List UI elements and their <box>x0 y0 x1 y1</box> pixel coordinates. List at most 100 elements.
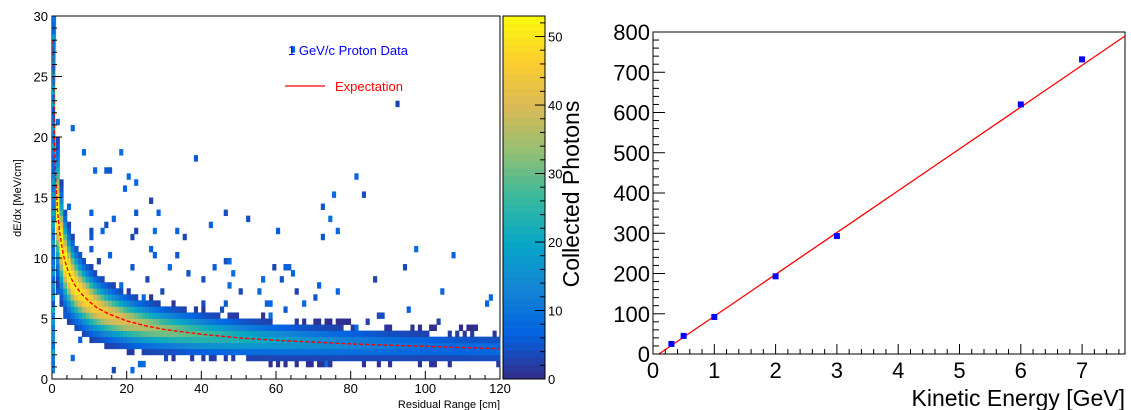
density-cell <box>104 306 109 313</box>
density-cell <box>402 354 408 362</box>
density-cell <box>78 282 83 289</box>
density-cell <box>81 282 86 289</box>
density-cell <box>466 354 471 362</box>
density-cell <box>63 312 68 319</box>
density-cell <box>96 336 101 344</box>
density-cell <box>276 342 281 350</box>
density-cell <box>350 330 355 338</box>
photons-y-tick-label: 300 <box>613 221 650 246</box>
density-cell <box>294 348 299 356</box>
density-cell <box>78 306 83 313</box>
density-cell <box>111 306 116 313</box>
dedx-y-tick-label: 20 <box>34 130 48 145</box>
density-cell <box>369 354 374 362</box>
density-cell <box>66 306 72 313</box>
density-cell <box>414 245 419 253</box>
density-cell <box>234 312 240 319</box>
density-cell <box>399 354 404 362</box>
density-cell <box>320 354 325 362</box>
density-cell <box>186 318 191 325</box>
density-cell <box>212 264 217 271</box>
density-cell <box>455 354 460 362</box>
density-cell <box>164 348 169 356</box>
colorbar-segment <box>503 262 545 271</box>
density-cell <box>104 336 109 344</box>
density-cell <box>346 318 352 325</box>
density-cell <box>402 348 408 356</box>
density-cell <box>212 354 217 362</box>
photons-y-tick-label: 700 <box>613 60 650 85</box>
density-cell <box>85 318 90 325</box>
density-cell <box>279 330 284 338</box>
density-cell <box>458 324 464 331</box>
colorbar-segment <box>503 37 545 46</box>
density-cell <box>496 342 501 350</box>
density-cell <box>160 330 165 338</box>
density-cell <box>193 324 198 331</box>
density-cell <box>253 330 258 338</box>
density-cell <box>220 324 225 331</box>
density-cell <box>156 209 161 217</box>
density-cell <box>63 215 68 223</box>
density-cell <box>63 294 68 301</box>
density-cell <box>175 348 180 356</box>
density-cell <box>149 330 154 338</box>
density-cell <box>261 324 266 331</box>
density-cell <box>253 336 258 344</box>
density-cell <box>365 336 370 344</box>
density-cell <box>193 312 198 319</box>
density-cell <box>108 294 113 301</box>
density-cell <box>126 342 131 350</box>
density-cell <box>55 167 60 174</box>
density-cell <box>492 330 497 338</box>
density-cell <box>470 330 475 338</box>
density-cell <box>152 300 157 307</box>
density-cell <box>74 264 79 271</box>
density-cell <box>74 282 79 289</box>
colorbar-segment <box>503 190 545 198</box>
density-cell <box>335 330 340 338</box>
density-cell <box>167 342 172 350</box>
density-cell <box>130 348 135 356</box>
density-cell <box>137 306 142 313</box>
colorbar-segment <box>503 66 545 75</box>
density-cell <box>205 330 210 338</box>
density-cell <box>137 312 142 319</box>
density-cell <box>167 330 172 338</box>
density-cell <box>432 354 437 362</box>
density-cell <box>122 324 128 331</box>
density-cell <box>108 336 113 344</box>
photons-fit-line-group <box>658 35 1126 355</box>
density-cell <box>70 282 75 289</box>
density-cell <box>324 324 329 331</box>
density-cell <box>137 324 142 331</box>
density-cell <box>350 348 355 356</box>
colorbar-tick-label: 0 <box>548 372 555 387</box>
density-cell <box>339 330 344 338</box>
density-cell <box>149 306 154 313</box>
density-cell <box>156 300 161 307</box>
density-cell <box>444 336 449 344</box>
density-cell <box>309 348 314 356</box>
density-cell <box>231 318 236 325</box>
density-cell <box>66 233 72 241</box>
density-cell <box>201 306 206 313</box>
density-cell <box>74 276 79 283</box>
density-cell <box>380 354 385 362</box>
density-cell <box>264 300 269 307</box>
density-cell <box>149 348 154 356</box>
density-cell <box>149 318 154 325</box>
colorbar-segment <box>503 335 545 344</box>
density-cell <box>388 360 393 368</box>
density-cell <box>182 233 187 241</box>
density-cell <box>298 330 303 338</box>
density-cell <box>227 258 232 265</box>
density-cell <box>111 300 116 307</box>
density-cell <box>343 318 348 325</box>
density-cell <box>149 294 154 301</box>
density-cell <box>59 179 64 186</box>
dedx-x-tick-label: 120 <box>489 381 511 396</box>
density-cell <box>104 294 109 301</box>
density-cell <box>52 324 55 331</box>
density-cell <box>175 318 180 325</box>
